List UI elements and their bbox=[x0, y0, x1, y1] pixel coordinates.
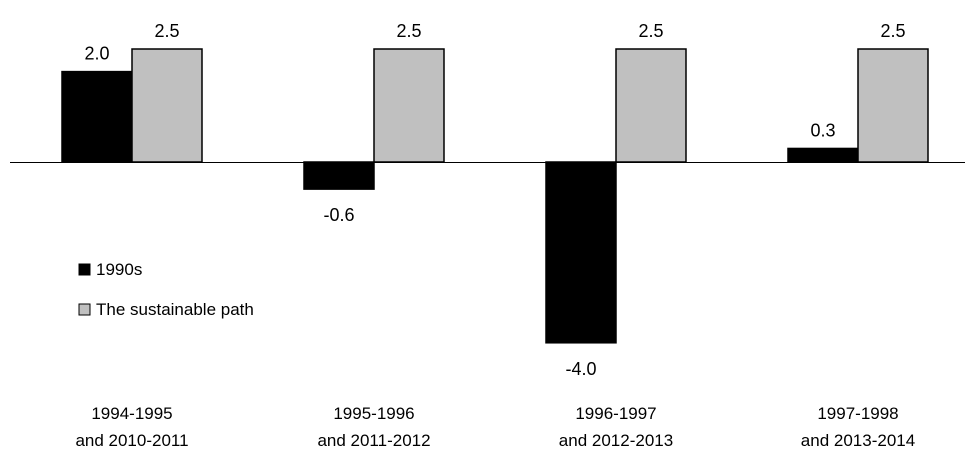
bar-sustainable-4 bbox=[857, 48, 929, 163]
value-label: 2.5 bbox=[154, 21, 179, 41]
value-label: 2.0 bbox=[84, 44, 109, 64]
category-tick-label: 1997-1998 bbox=[817, 404, 898, 423]
legend-label: 1990s bbox=[96, 260, 142, 279]
bar-1990s-4 bbox=[787, 147, 859, 163]
value-label: 2.5 bbox=[638, 21, 663, 41]
value-label: 2.5 bbox=[880, 21, 905, 41]
bars-layer bbox=[61, 48, 929, 344]
legend: 1990s The sustainable path bbox=[78, 260, 254, 319]
bar-1990s-1 bbox=[61, 70, 133, 163]
category-tick-label: and 2010-2011 bbox=[75, 431, 188, 450]
bar-sustainable-2 bbox=[373, 48, 445, 163]
category-tick-label: 1995-1996 bbox=[333, 404, 414, 423]
legend-label: The sustainable path bbox=[96, 300, 254, 319]
value-label: 2.5 bbox=[396, 21, 421, 41]
value-label: -4.0 bbox=[565, 359, 596, 379]
bar-1990s-2 bbox=[303, 161, 375, 190]
value-label: -0.6 bbox=[323, 205, 354, 225]
legend-swatch bbox=[78, 263, 91, 276]
value-labels-layer: 2.0 -0.6 -4.0 0.3 2.5 2.5 2.5 2.5 bbox=[84, 21, 905, 379]
category-labels-layer: 1994-1995 and 2010-2011 1995-1996 and 2011-… bbox=[75, 404, 915, 450]
category-tick-label: and 2011-2012 bbox=[317, 431, 430, 450]
category-tick-label: 1994-1995 bbox=[91, 404, 172, 423]
category-tick-label: and 2013-2014 bbox=[801, 431, 915, 450]
bar-1990s-3 bbox=[545, 161, 617, 344]
category-tick-label: 1996-1997 bbox=[575, 404, 656, 423]
bar-sustainable-3 bbox=[615, 48, 687, 163]
value-label: 0.3 bbox=[810, 120, 835, 140]
category-tick-label: and 2012-2013 bbox=[559, 431, 673, 450]
bar-sustainable-1 bbox=[131, 48, 203, 163]
legend-swatch bbox=[78, 303, 91, 316]
